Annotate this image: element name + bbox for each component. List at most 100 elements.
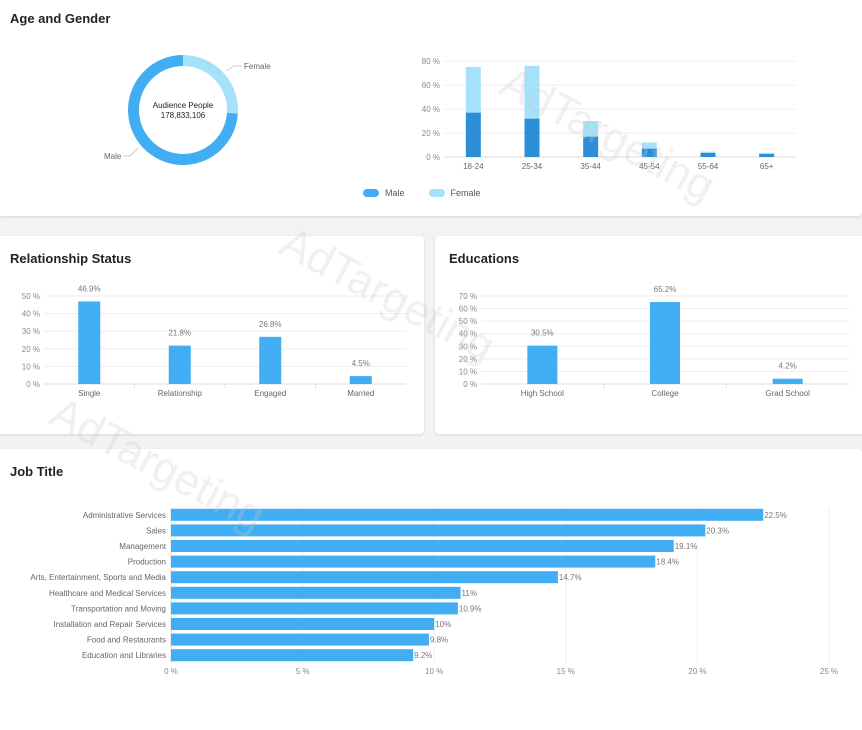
bar-single [78,301,101,384]
y-tick-label: Arts, Entertainment, Sports and Media [30,573,166,582]
y-tick-label: 80 % [422,57,440,66]
data-label: 20.3% [706,526,729,535]
y-tick-label: 20 % [22,345,40,354]
bar-female-18-24 [465,67,481,113]
bar-engaged [259,336,282,384]
data-label: 14.7% [559,573,582,582]
x-tick-label: 45-54 [639,162,660,171]
legend-item-female[interactable]: Female [428,188,481,198]
y-tick-label: Food and Restaurants [87,636,166,645]
y-tick-label: Installation and Repair Services [53,620,166,629]
y-tick-label: 70 % [459,292,477,301]
bar-male-35-44 [583,136,599,157]
relationship-card: Relationship Status 0 % 10 % 20 % 30 % 40 % 5… [0,236,424,434]
y-tick-label: Sales [146,526,166,535]
bar-job-5 [171,586,461,599]
relationship-bar-chart: 0 % 10 % 20 % 30 % 40 % 50 % 46.9% Single 21.8% R… [22,284,406,398]
y-tick-label: 40 % [459,330,477,339]
y-tick-label: 30 % [22,327,40,336]
legend-label-female: Female [450,188,481,198]
educations-bar-chart: 0 % 10 % 20 % 30 % 40 % 50 % 60 % 70 % 30.5% High… [459,285,849,398]
y-tick-label: 0 % [26,380,40,389]
bar-female-55-64 [700,151,716,153]
bar-college [650,302,680,384]
x-tick-label: 35-44 [580,162,601,171]
bar-job-4 [171,571,558,584]
relationship-title: Relationship Status [10,251,132,266]
data-label: 9.2% [414,651,432,660]
age-gender-legend: Male Female [363,188,499,198]
job-title-title: Job Title [10,464,64,479]
y-tick-label: 40 % [422,105,440,114]
legend-swatch-male [363,189,379,197]
data-label: 26.8% [259,320,282,329]
donut-center-title: Audience People [153,101,214,110]
donut-label-female: Female [244,62,271,71]
bar-male-18-24 [465,112,481,157]
donut-slice-female [183,55,238,114]
data-label: 11% [462,589,477,598]
data-label: 10.9% [459,604,482,613]
x-tick-label: 25-34 [522,162,543,171]
x-tick-label: Married [347,389,374,398]
y-tick-label: 50 % [22,292,40,301]
bar-male-45-54 [641,148,657,157]
y-tick-label: 20 % [459,355,477,364]
donut-center-value: 178,833,106 [161,111,206,120]
job-title-card: Job Title 0 % 5 % 10 % 15 % 20 % 25 % 22.5% Adm… [0,449,862,730]
x-tick-label: Grad School [765,389,810,398]
bar-female-65+ [759,152,775,154]
age-gender-bar-chart: 0 % 20 % 40 % 60 % 80 % 18-24 25-34 35-44 45-54 5… [422,57,796,171]
y-tick-label: Healthcare and Medical Services [49,589,166,598]
bar-male-25-34 [524,118,540,157]
x-tick-label: 10 % [425,667,443,676]
y-tick-label: 0 % [463,380,477,389]
y-tick-label: Production [128,558,166,567]
x-tick-label: 65+ [760,162,774,171]
x-tick-label: 15 % [557,667,575,676]
data-label: 18.4% [656,558,679,567]
bar-job-6 [171,602,458,615]
data-label: 46.9% [78,284,101,293]
donut-leader-female [225,65,242,72]
x-tick-label: 55-64 [698,162,719,171]
bar-job-2 [171,540,674,552]
bar-high-school [527,345,558,384]
y-tick-label: 40 % [22,310,40,319]
x-tick-label: High School [521,389,564,398]
data-label: 9.8% [430,636,448,645]
data-label: 4.2% [779,362,797,371]
data-label: 65.2% [654,285,677,294]
x-tick-label: 20 % [688,667,706,676]
educations-card: Educations 0 % 10 % 20 % 30 % 40 % 50 % 60 % 70… [435,236,862,434]
bar-male-65+ [759,154,775,157]
x-tick-label: 5 % [296,667,310,676]
y-tick-label: 30 % [459,342,477,351]
legend-swatch-female [428,189,445,197]
bar-grad-school [772,378,803,384]
data-label: 10% [435,620,451,629]
bar-job-8 [171,633,429,646]
bar-job-3 [171,555,656,568]
x-tick-label: 0 % [164,667,178,676]
y-tick-label: 50 % [459,317,477,326]
y-tick-label: Education and Libraries [82,651,166,660]
bar-married [349,376,372,384]
y-tick-label: 10 % [459,367,477,376]
x-tick-label: Single [78,389,101,398]
data-label: 21.8% [168,329,191,338]
bar-job-7 [171,618,435,630]
x-tick-label: 25 % [820,667,838,676]
x-tick-label: College [651,389,679,398]
age-gender-card: Age and Gender Female Male Audience People… [0,0,862,216]
bar-male-55-64 [700,152,716,157]
donut-label-male: Male [104,152,122,161]
age-gender-title: Age and Gender [10,11,111,26]
bar-female-25-34 [524,65,540,119]
x-tick-label: 18-24 [463,162,484,171]
data-label: 19.1% [675,542,698,551]
legend-item-male[interactable]: Male [363,188,405,198]
bar-female-35-44 [583,121,599,137]
data-label: 22.5% [764,511,787,520]
